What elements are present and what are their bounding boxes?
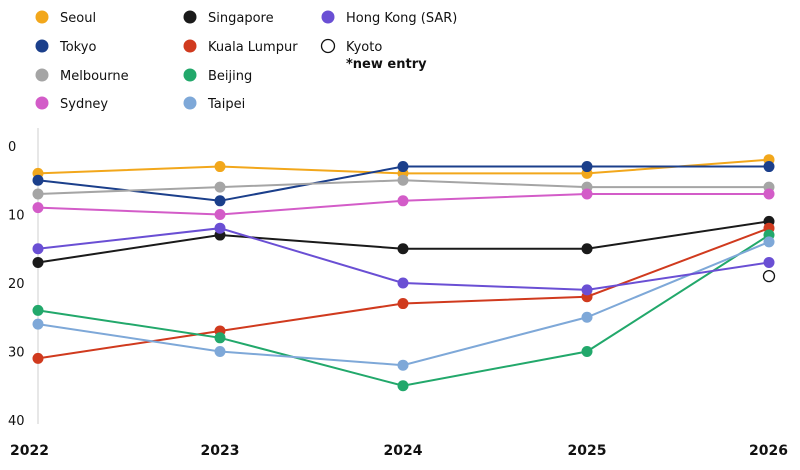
legend-item-melbourne: Melbourne <box>35 68 129 84</box>
data-point-kuala-lumpur <box>32 352 44 364</box>
legend-label: Sydney <box>60 97 108 112</box>
series-line-singapore <box>37 220 770 264</box>
data-point-kyoto <box>762 269 776 283</box>
legend-label: Tokyo <box>59 40 96 55</box>
legend-label: Hong Kong (SAR) <box>346 11 457 26</box>
legend-item-hong-kong-sar: Hong Kong (SAR) <box>321 10 457 26</box>
legend-swatch <box>35 39 49 53</box>
data-point-sydney <box>763 188 775 200</box>
data-point-tokyo <box>763 161 775 173</box>
data-point-hong-kong-sar <box>32 243 44 255</box>
legend-item-singapore: Singapore <box>183 10 274 26</box>
legend-note: *new entry <box>346 57 427 72</box>
data-point-melbourne <box>32 188 44 200</box>
legend-label: Beijing <box>208 69 252 84</box>
data-point-taipei <box>214 346 226 357</box>
data-point-sydney <box>32 202 44 214</box>
data-point-sydney <box>214 209 226 220</box>
data-point-beijing <box>581 346 593 357</box>
data-point-beijing <box>214 332 226 344</box>
data-point-taipei <box>32 318 44 330</box>
series-lines <box>37 158 770 387</box>
data-point-tokyo <box>214 195 226 207</box>
y-tick-label: 0 <box>8 140 16 155</box>
data-point-melbourne <box>397 174 409 186</box>
y-tick-label: 10 <box>8 209 25 224</box>
legend-item-taipei: Taipei <box>183 96 245 112</box>
legend-label: Kyoto <box>346 40 382 55</box>
legend-swatch <box>183 68 197 82</box>
data-point-kuala-lumpur <box>397 298 409 310</box>
x-tick-label: 2025 <box>568 443 607 459</box>
legend-item-tokyo: Tokyo <box>35 39 96 55</box>
legend-item-seoul: Seoul <box>35 10 96 26</box>
legend-swatch <box>35 68 49 82</box>
legend: Seoul Tokyo Melbourne Sydney Singapore Kuala … <box>35 10 457 112</box>
data-point-taipei <box>581 311 593 323</box>
y-tick-label: 30 <box>8 346 25 361</box>
x-tick-label: 2024 <box>384 443 423 459</box>
legend-label: Melbourne <box>60 69 129 84</box>
x-tick-label: 2022 <box>10 443 49 459</box>
x-tick-label: 2023 <box>201 443 240 459</box>
data-point-sydney <box>581 188 593 200</box>
y-axis: 0 10 20 30 40 <box>8 128 39 429</box>
x-axis: 2022 2023 2024 2025 2026 <box>10 443 788 459</box>
data-point-hong-kong-sar <box>763 256 775 268</box>
y-tick-label: 20 <box>8 277 25 292</box>
legend-item-kyoto: Kyoto *new entry <box>320 38 427 72</box>
data-point-hong-kong-sar <box>581 284 593 296</box>
data-point-taipei <box>397 359 409 371</box>
legend-swatch <box>183 39 197 53</box>
data-point-singapore <box>397 243 409 255</box>
legend-swatch <box>183 96 197 110</box>
data-point-beijing <box>32 304 44 316</box>
legend-label: Singapore <box>208 11 274 26</box>
x-tick-label: 2026 <box>749 443 788 459</box>
legend-swatch <box>321 10 335 24</box>
legend-label: Taipei <box>207 97 245 112</box>
legend-swatch <box>183 10 197 24</box>
series-points <box>32 154 776 392</box>
legend-item-beijing: Beijing <box>183 68 252 84</box>
data-point-hong-kong-sar <box>214 222 226 234</box>
data-point-tokyo <box>397 161 409 173</box>
data-point-seoul <box>214 161 226 173</box>
legend-swatch <box>35 96 49 110</box>
y-tick-label: 40 <box>8 414 25 429</box>
legend-label: Seoul <box>60 11 96 26</box>
data-point-beijing <box>397 380 409 392</box>
data-point-tokyo <box>581 161 593 173</box>
data-point-melbourne <box>214 181 226 193</box>
data-point-singapore <box>32 256 44 268</box>
data-point-hong-kong-sar <box>397 277 409 289</box>
data-point-tokyo <box>32 174 44 186</box>
data-point-taipei <box>763 236 775 248</box>
data-point-singapore <box>581 243 593 255</box>
legend-swatch <box>320 38 336 54</box>
legend-item-sydney: Sydney <box>35 96 108 112</box>
legend-item-kuala-lumpur: Kuala Lumpur <box>183 39 298 55</box>
data-point-sydney <box>397 195 409 207</box>
legend-label: Kuala Lumpur <box>208 40 298 55</box>
legend-swatch <box>35 10 49 24</box>
